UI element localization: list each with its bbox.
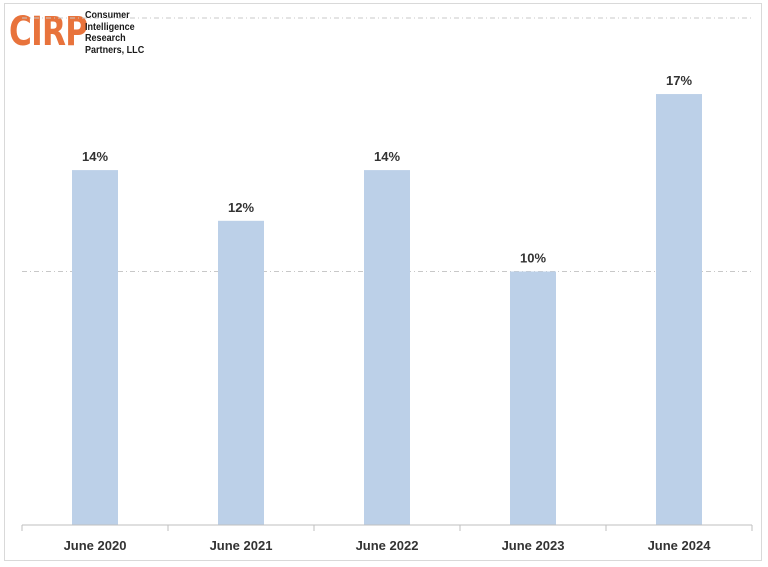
x-tick-label-1: June 2021 [210, 538, 273, 553]
bar-2 [364, 170, 410, 525]
logo-line-3: Research [85, 32, 126, 44]
data-label-4: 17% [666, 73, 692, 88]
logo-line-2: Intelligence [85, 20, 135, 33]
data-label-3: 10% [520, 251, 546, 266]
x-tick-label-3: June 2023 [502, 538, 565, 553]
logo-company-name: Consumer Intelligence Research Partners,… [85, 9, 145, 56]
bar-3 [510, 271, 556, 525]
x-tick-label-4: June 2024 [648, 538, 712, 553]
bar-0 [72, 170, 118, 525]
data-label-1: 12% [228, 200, 254, 215]
bar-1 [218, 220, 264, 526]
bar-4 [656, 94, 702, 526]
data-label-2: 14% [374, 149, 400, 164]
logo-line-4: Partners, LLC [85, 43, 145, 56]
x-tick-label-0: June 2020 [64, 538, 127, 553]
logo-line-1: Consumer [85, 9, 130, 21]
logo-mark: CIRP [9, 9, 88, 55]
x-tick-label-2: June 2022 [356, 538, 419, 553]
data-label-0: 14% [82, 149, 108, 164]
cirp-logo: CIRP Consumer Intelligence Research Part… [9, 6, 159, 66]
